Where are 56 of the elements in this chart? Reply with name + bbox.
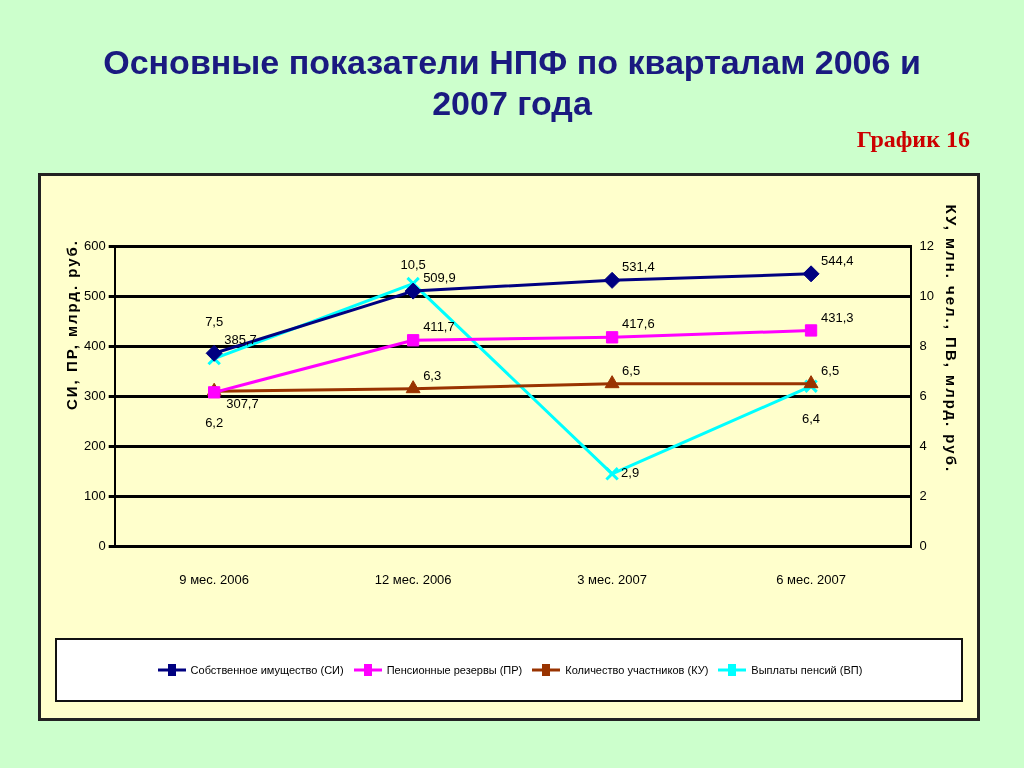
point <box>404 282 422 300</box>
y-tick-label: 200 <box>83 437 106 453</box>
data-label: 385,7 <box>224 332 257 348</box>
y-tick-label: 600 <box>83 237 106 253</box>
data-label: 307,7 <box>226 396 259 412</box>
data-label: 6,2 <box>205 415 224 431</box>
y2-tick-label: 8 <box>919 337 927 353</box>
point <box>802 265 820 283</box>
y2-tick-label: 4 <box>919 437 927 453</box>
data-label: 10,5 <box>400 256 426 272</box>
y2-axis-title: КУ, млн. чел., ПВ, млрд. руб. <box>942 204 960 474</box>
y2-tick-label: 0 <box>919 537 927 553</box>
point <box>803 379 819 394</box>
x-tick-label: 9 мес. 2006 <box>179 571 249 587</box>
data-label: 6,5 <box>821 362 840 378</box>
y2-tick-label: 2 <box>919 487 927 503</box>
point <box>804 324 818 337</box>
point <box>406 334 420 347</box>
point <box>604 375 620 389</box>
point <box>405 380 421 394</box>
data-label: 6,5 <box>622 362 641 378</box>
data-label: 411,7 <box>423 319 455 335</box>
y-tick-label: 100 <box>83 487 106 503</box>
y2-tick-label: 10 <box>919 287 935 303</box>
chart-title: Основные показатели НПФ по кварталам 2006 и 2007 года <box>102 42 922 124</box>
legend-label: Выплаты пенсий (ВП) <box>751 664 863 676</box>
point <box>205 344 223 362</box>
chart-subtitle: График 16 <box>856 126 970 153</box>
point <box>208 386 221 399</box>
y-tick-label: 500 <box>83 287 106 303</box>
legend-label: Пенсионные резервы (ПР) <box>386 664 523 676</box>
data-label: 7,5 <box>205 313 224 329</box>
point <box>604 466 620 481</box>
point <box>803 375 819 389</box>
point <box>603 271 621 289</box>
data-label: 2,9 <box>621 464 640 480</box>
y2-tick-label: 12 <box>919 237 935 253</box>
x-tick-label: 6 мес. 2007 <box>776 571 846 587</box>
x-tick-label: 12 мес. 2006 <box>374 571 452 587</box>
y-tick-label: 0 <box>98 537 106 553</box>
y-tick-label: 400 <box>83 337 106 353</box>
point <box>605 331 619 344</box>
y2-tick-label: 6 <box>919 387 927 403</box>
point <box>405 276 421 291</box>
data-label: 509,9 <box>423 270 456 286</box>
x-tick-label: 3 мес. 2007 <box>577 571 647 587</box>
data-label: 6,4 <box>802 411 821 427</box>
legend-label: Количество участников (КУ) <box>565 664 709 676</box>
data-label: 544,4 <box>821 252 854 268</box>
data-label: 431,3 <box>821 309 854 325</box>
legend-label: Собственное имущество (СИ) <box>190 664 344 676</box>
data-label: 417,6 <box>622 316 655 332</box>
data-label: 531,4 <box>622 259 655 275</box>
y-axis-title: СИ, ПР, млрд. руб. <box>62 238 80 412</box>
data-label: 6,3 <box>423 367 442 383</box>
y-tick-label: 300 <box>83 387 106 403</box>
